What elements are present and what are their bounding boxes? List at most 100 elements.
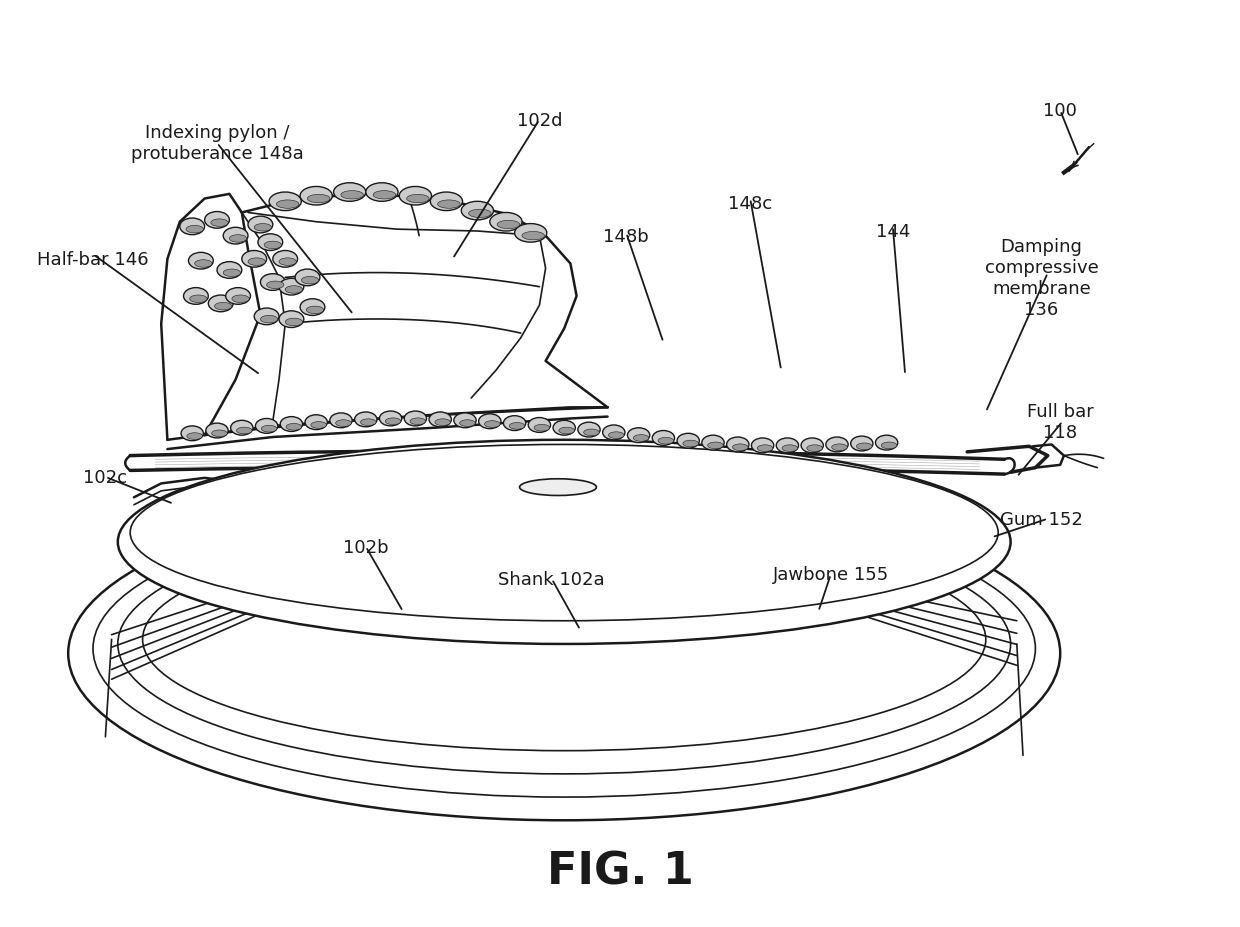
Ellipse shape [277, 200, 299, 210]
Ellipse shape [212, 430, 227, 438]
Ellipse shape [279, 311, 304, 328]
Ellipse shape [559, 427, 574, 435]
Ellipse shape [211, 220, 228, 227]
Ellipse shape [469, 210, 491, 218]
Ellipse shape [308, 195, 330, 204]
Ellipse shape [254, 309, 279, 325]
Ellipse shape [180, 219, 205, 235]
Ellipse shape [702, 436, 724, 451]
Ellipse shape [404, 412, 427, 426]
Ellipse shape [206, 424, 228, 438]
Ellipse shape [300, 187, 332, 206]
Ellipse shape [882, 442, 897, 450]
Ellipse shape [373, 191, 396, 200]
Ellipse shape [264, 242, 281, 249]
Ellipse shape [184, 288, 208, 305]
Ellipse shape [603, 425, 625, 440]
Ellipse shape [273, 251, 298, 268]
Ellipse shape [208, 296, 233, 312]
Ellipse shape [269, 193, 301, 211]
Ellipse shape [733, 444, 748, 451]
Ellipse shape [286, 424, 301, 431]
Ellipse shape [461, 202, 494, 221]
Ellipse shape [223, 228, 248, 245]
Ellipse shape [68, 487, 1060, 820]
Ellipse shape [634, 435, 649, 442]
Text: 100: 100 [1043, 102, 1078, 121]
Text: Jawbone 155: Jawbone 155 [773, 565, 889, 584]
Ellipse shape [677, 434, 699, 449]
Text: FIG. 1: FIG. 1 [547, 850, 693, 893]
Ellipse shape [258, 235, 283, 251]
Ellipse shape [584, 429, 599, 437]
Ellipse shape [232, 296, 249, 303]
Text: 102b: 102b [343, 538, 388, 556]
Text: 148b: 148b [604, 227, 649, 246]
Ellipse shape [528, 418, 551, 433]
Ellipse shape [851, 437, 873, 451]
Ellipse shape [609, 432, 624, 439]
Text: 102d: 102d [517, 111, 562, 130]
Ellipse shape [195, 260, 212, 268]
Ellipse shape [311, 422, 326, 429]
Ellipse shape [237, 427, 252, 435]
Ellipse shape [658, 438, 673, 445]
Ellipse shape [118, 440, 1011, 644]
Ellipse shape [751, 438, 774, 453]
Text: Shank 102a: Shank 102a [498, 570, 605, 589]
Ellipse shape [510, 423, 525, 430]
Ellipse shape [341, 191, 363, 200]
Ellipse shape [782, 445, 797, 452]
Ellipse shape [490, 213, 522, 232]
Ellipse shape [627, 428, 650, 443]
Ellipse shape [429, 413, 451, 427]
Ellipse shape [497, 221, 520, 230]
Ellipse shape [522, 232, 544, 241]
Ellipse shape [435, 419, 450, 426]
Ellipse shape [801, 438, 823, 453]
Text: Damping
compressive
membrane
136: Damping compressive membrane 136 [985, 238, 1099, 318]
Ellipse shape [430, 193, 463, 211]
Ellipse shape [832, 444, 847, 451]
Ellipse shape [186, 226, 203, 234]
Ellipse shape [807, 445, 822, 452]
Ellipse shape [231, 421, 253, 436]
Ellipse shape [190, 296, 207, 303]
Ellipse shape [454, 413, 476, 428]
Text: 102c: 102c [83, 468, 128, 487]
Ellipse shape [857, 443, 872, 451]
Ellipse shape [248, 217, 273, 234]
Ellipse shape [438, 200, 460, 210]
Ellipse shape [181, 426, 203, 441]
Text: Full bar
118: Full bar 118 [1027, 402, 1094, 441]
Ellipse shape [226, 288, 250, 305]
Ellipse shape [366, 184, 398, 202]
Ellipse shape [727, 438, 749, 452]
Text: Gum 152: Gum 152 [1001, 510, 1083, 528]
Ellipse shape [520, 479, 596, 496]
Ellipse shape [242, 251, 267, 268]
Ellipse shape [279, 259, 296, 266]
Ellipse shape [534, 425, 549, 432]
Ellipse shape [460, 420, 475, 427]
Text: Half-bar 146: Half-bar 146 [37, 250, 149, 269]
Ellipse shape [485, 421, 500, 428]
Ellipse shape [336, 420, 351, 427]
Ellipse shape [503, 416, 526, 431]
Ellipse shape [379, 412, 402, 426]
Ellipse shape [479, 414, 501, 429]
Ellipse shape [223, 270, 241, 277]
Ellipse shape [285, 319, 303, 326]
Text: 148c: 148c [728, 195, 773, 213]
Ellipse shape [188, 253, 213, 270]
Ellipse shape [262, 425, 277, 433]
Ellipse shape [229, 235, 247, 243]
Ellipse shape [205, 212, 229, 229]
Ellipse shape [217, 262, 242, 279]
Ellipse shape [267, 282, 284, 289]
Ellipse shape [708, 442, 723, 450]
Ellipse shape [260, 316, 278, 324]
Ellipse shape [279, 279, 304, 296]
Ellipse shape [355, 413, 377, 427]
Ellipse shape [305, 415, 327, 430]
